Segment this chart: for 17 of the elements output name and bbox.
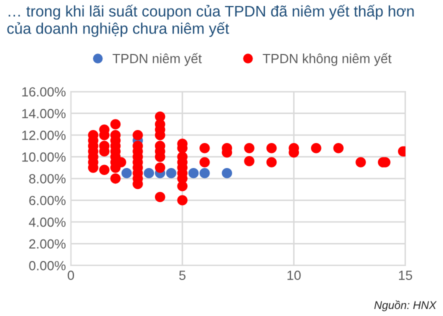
y-tick-label: 8.00% <box>29 174 66 184</box>
x-tick-label: 10 <box>288 270 301 280</box>
y-tick-label: 6.00% <box>29 196 66 206</box>
x-tick-label: 0 <box>68 270 74 280</box>
y-tick-label: 12.00% <box>22 130 66 140</box>
x-tick-label: 5 <box>179 270 186 280</box>
legend-label: TPDN không niêm yết <box>262 52 392 66</box>
y-tick-label: 0.00% <box>29 261 66 270</box>
chart-title: … trong khi lãi suất coupon của TPDN đã niêm yết thấp hơn của doanh nghiệp chưa niêm yết <box>7 4 414 37</box>
text: Nguồn: HNX <box>374 300 437 312</box>
y-tick-label: 2.00% <box>29 239 66 249</box>
x-tick-label: 15 <box>399 270 412 280</box>
y-tick-label: 4.00% <box>28 218 66 227</box>
y-tick-label: 16.00% <box>22 87 66 97</box>
y-tick-label: 14.00% <box>22 108 66 118</box>
y-tick-label: 10.00% <box>22 152 66 162</box>
legend-label: TPDN niêm yết <box>112 52 202 66</box>
